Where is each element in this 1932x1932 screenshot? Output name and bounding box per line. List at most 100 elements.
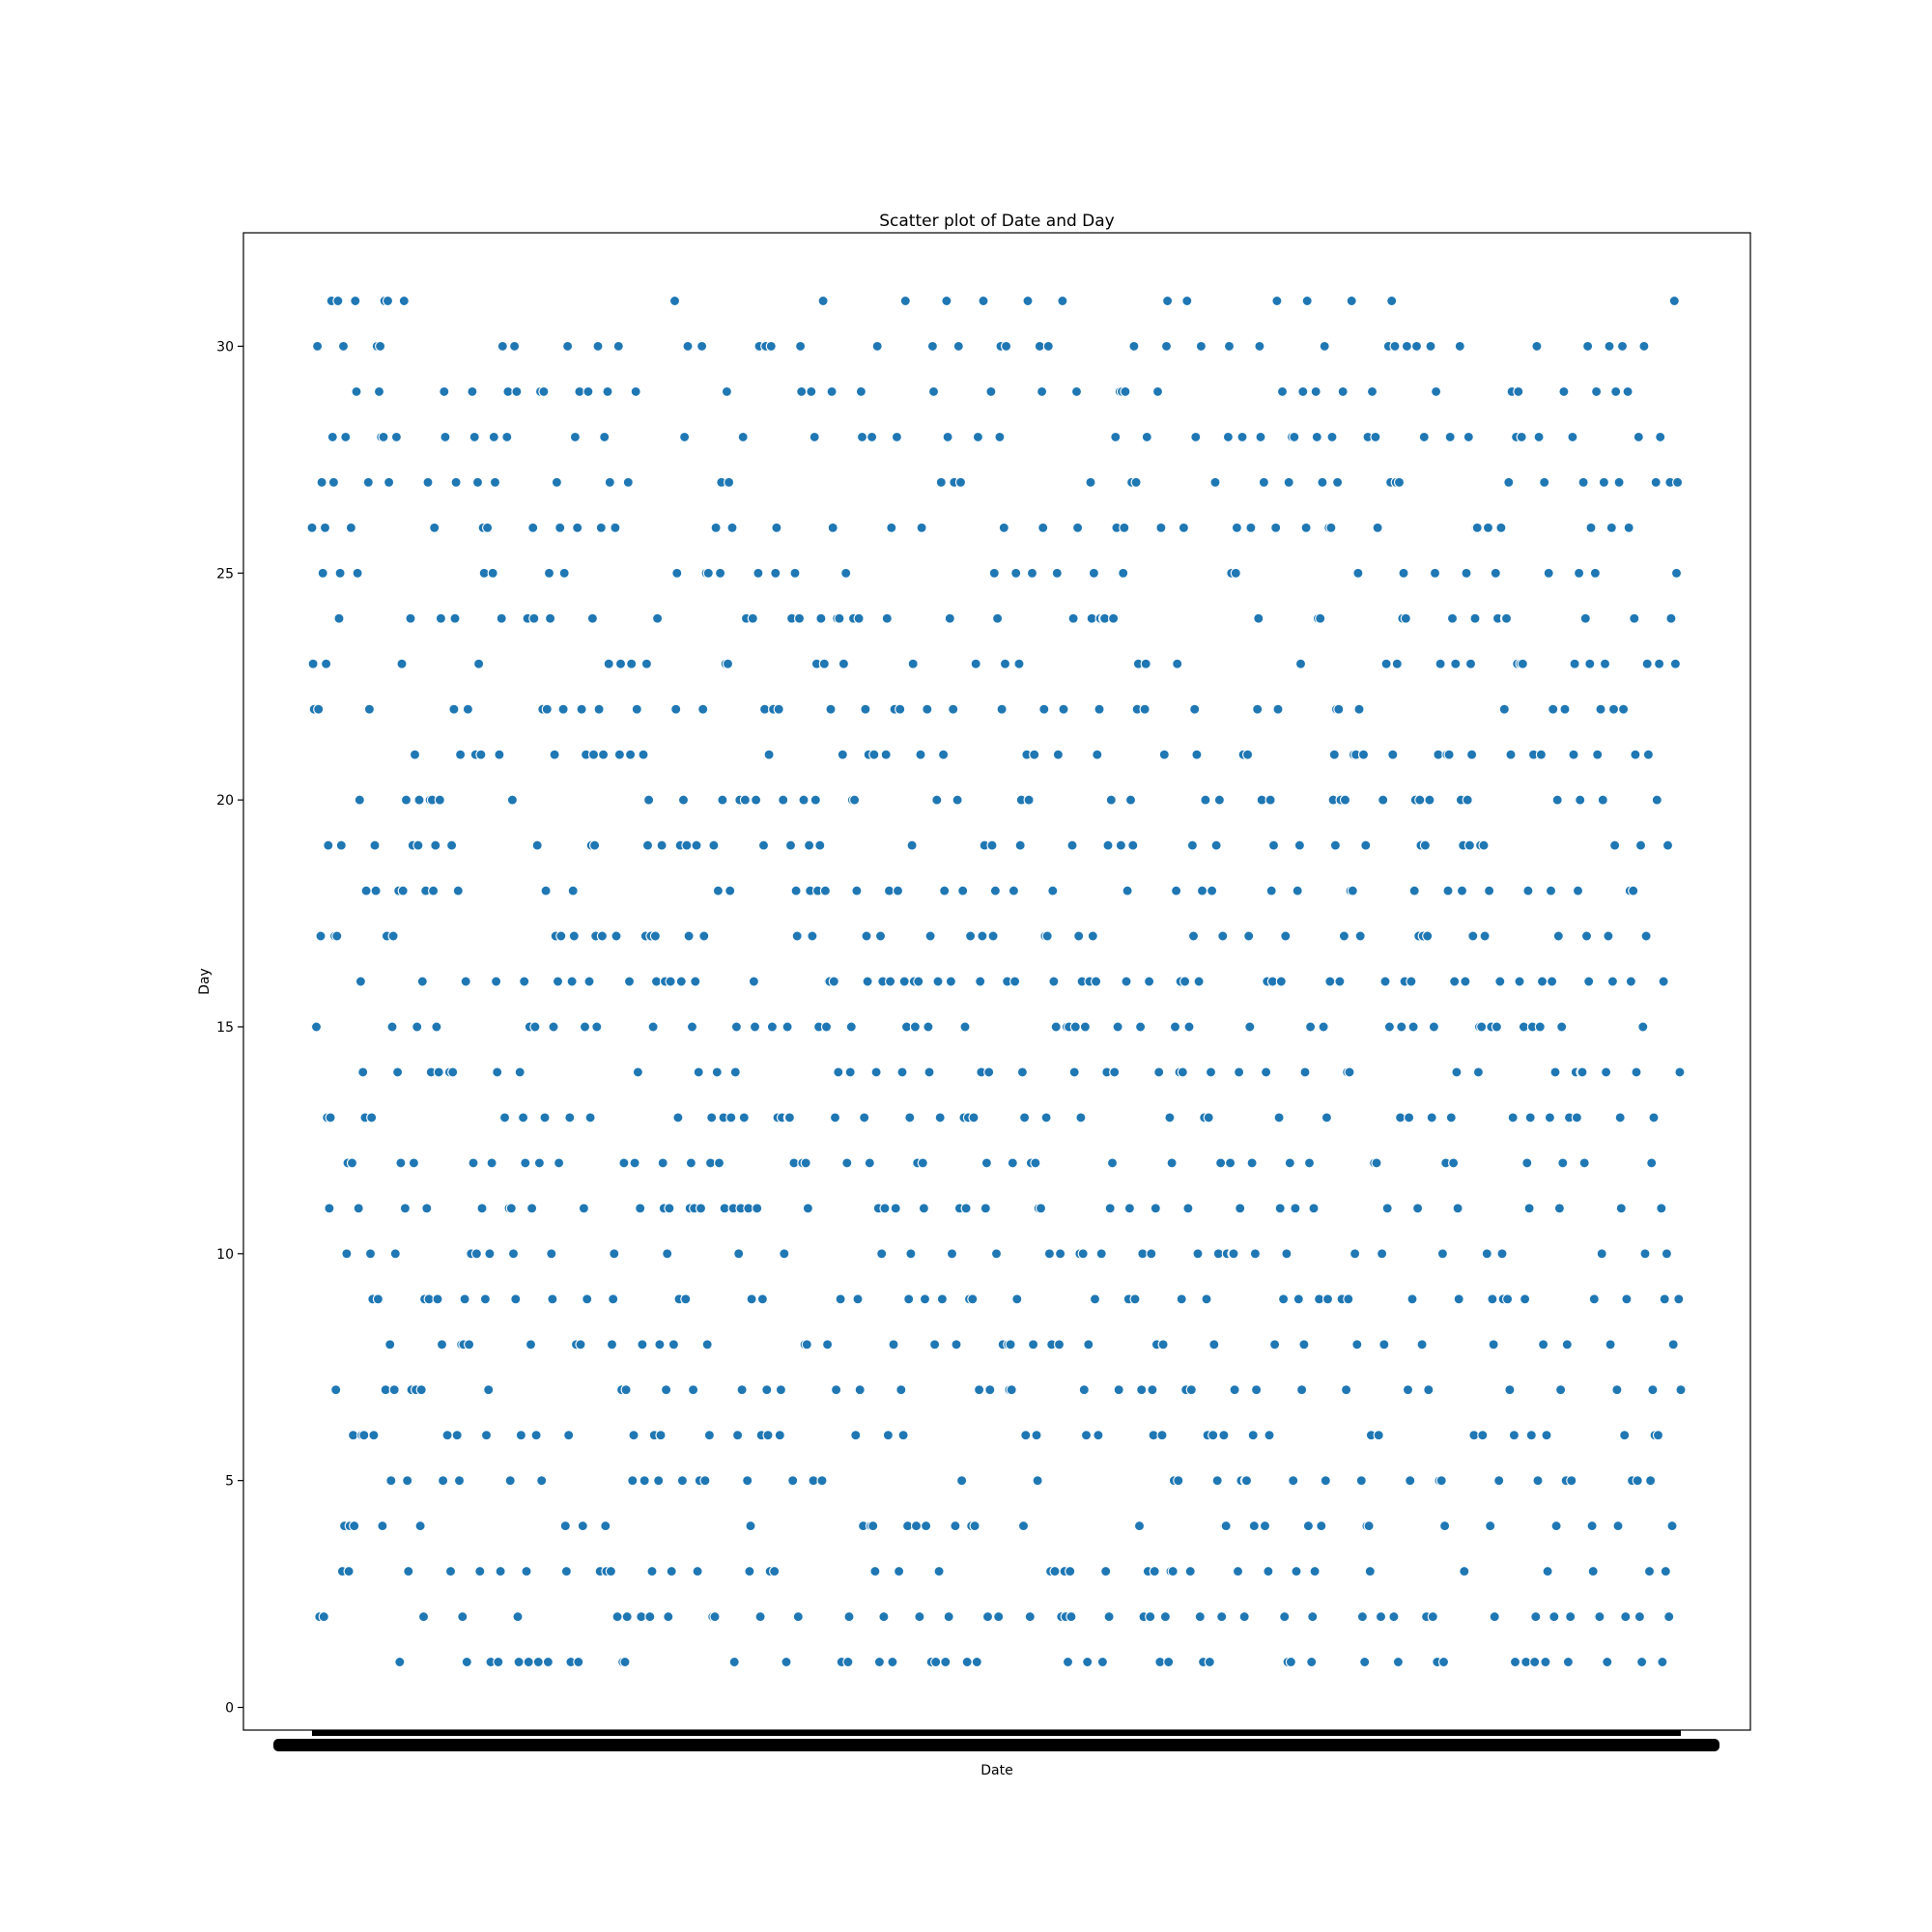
scatter-point bbox=[398, 295, 410, 307]
scatter-point bbox=[892, 885, 904, 896]
scatter-point bbox=[464, 1339, 475, 1350]
scatter-point bbox=[1377, 1248, 1388, 1260]
y-tick-label: 0 bbox=[225, 1701, 234, 1717]
scatter-point bbox=[1247, 1430, 1259, 1441]
scatter-point bbox=[975, 976, 986, 987]
scatter-point bbox=[1538, 1339, 1549, 1350]
scatter-point bbox=[1207, 885, 1218, 896]
scatter-point bbox=[746, 1293, 757, 1305]
scatter-point bbox=[1185, 1384, 1197, 1396]
scatter-point bbox=[482, 522, 494, 533]
scatter-point bbox=[1284, 1157, 1295, 1169]
scatter-point bbox=[532, 1656, 544, 1668]
y-tick-label: 5 bbox=[225, 1474, 234, 1490]
scatter-point bbox=[1406, 1293, 1418, 1305]
scatter-point bbox=[1065, 1611, 1077, 1623]
scatter-point bbox=[507, 1248, 520, 1260]
scatter-point bbox=[778, 794, 789, 806]
scatter-point bbox=[1055, 1248, 1066, 1260]
scatter-point bbox=[1400, 612, 1411, 624]
scatter-point bbox=[1092, 749, 1103, 760]
scatter-point bbox=[1401, 340, 1412, 352]
scatter-point bbox=[1357, 749, 1370, 760]
scatter-point bbox=[849, 794, 861, 806]
scatter-point bbox=[643, 794, 655, 806]
scatter-point bbox=[868, 749, 880, 760]
scatter-point bbox=[578, 1203, 589, 1214]
scatter-point bbox=[891, 431, 902, 442]
scatter-point bbox=[1666, 1520, 1678, 1532]
scatter-point bbox=[307, 658, 319, 669]
scatter-point bbox=[354, 794, 365, 806]
scatter-point bbox=[1011, 1293, 1023, 1305]
scatter-point bbox=[362, 476, 374, 488]
scatter-point bbox=[1258, 476, 1269, 488]
scatter-point bbox=[1504, 1384, 1516, 1396]
scatter-point bbox=[771, 522, 782, 533]
scatter-point bbox=[1614, 1112, 1626, 1123]
scatter-point bbox=[1645, 1475, 1657, 1487]
scatter-point bbox=[878, 1611, 890, 1623]
scatter-point bbox=[664, 1203, 675, 1214]
scatter-point bbox=[1128, 340, 1140, 352]
scatter-point bbox=[1659, 1293, 1670, 1305]
scatter-point bbox=[1568, 749, 1579, 760]
scatter-point bbox=[316, 476, 327, 488]
scatter-point bbox=[399, 1203, 411, 1214]
scatter-point bbox=[1276, 385, 1289, 397]
scatter-point bbox=[933, 1566, 945, 1577]
scatter-point bbox=[1388, 1611, 1400, 1623]
scatter-point bbox=[1075, 1112, 1087, 1123]
scatter-point bbox=[1632, 1475, 1643, 1487]
scatter-point bbox=[1536, 976, 1548, 987]
scatter-point bbox=[1665, 612, 1677, 624]
scatter-point bbox=[1279, 1611, 1291, 1623]
scatter-point bbox=[1196, 885, 1208, 896]
scatter-point bbox=[1389, 340, 1401, 352]
scatter-point bbox=[647, 1021, 659, 1033]
scatter-point bbox=[1435, 1475, 1447, 1487]
scatter-point bbox=[921, 1520, 932, 1532]
scatter-point bbox=[909, 1021, 921, 1033]
scatter-point bbox=[1452, 1203, 1463, 1214]
scatter-point bbox=[1532, 1475, 1544, 1487]
scatter-point bbox=[467, 385, 478, 397]
scatter-point bbox=[1558, 385, 1570, 397]
scatter-point bbox=[318, 1611, 329, 1623]
scatter-point bbox=[1017, 1520, 1030, 1532]
scatter-point bbox=[1208, 1430, 1219, 1441]
scatter-point bbox=[439, 385, 450, 397]
scatter-point bbox=[587, 749, 600, 760]
scatter-point bbox=[970, 658, 981, 669]
scatter-point bbox=[1182, 1203, 1194, 1214]
scatter-point bbox=[1301, 295, 1313, 307]
scatter-point bbox=[452, 885, 464, 896]
scatter-point bbox=[680, 1293, 692, 1305]
scatter-point bbox=[603, 658, 614, 669]
scatter-point bbox=[954, 476, 967, 488]
scatter-point bbox=[1133, 1520, 1146, 1532]
scatter-point bbox=[1163, 1656, 1175, 1668]
scatter-point bbox=[676, 1475, 688, 1487]
scatter-point bbox=[1026, 567, 1038, 579]
scatter-point bbox=[1264, 1430, 1275, 1441]
scatter-point bbox=[1555, 1384, 1567, 1396]
scatter-point bbox=[473, 658, 485, 669]
scatter-point bbox=[711, 1066, 723, 1078]
scatter-point bbox=[1023, 794, 1035, 806]
scatter-point bbox=[433, 1066, 444, 1078]
scatter-point bbox=[831, 1384, 842, 1396]
scatter-point bbox=[922, 703, 933, 715]
scatter-point bbox=[751, 794, 762, 806]
scatter-point bbox=[980, 1203, 991, 1214]
scatter-point bbox=[724, 476, 735, 488]
scatter-point bbox=[451, 1430, 463, 1441]
scatter-point bbox=[1292, 885, 1303, 896]
scatter-point bbox=[765, 340, 777, 352]
scatter-point bbox=[498, 1112, 511, 1123]
scatter-point bbox=[708, 839, 720, 851]
scatter-point bbox=[430, 839, 441, 851]
scatter-point bbox=[1353, 703, 1365, 715]
scatter-point bbox=[1425, 340, 1436, 352]
scatter-point bbox=[1637, 1021, 1649, 1033]
